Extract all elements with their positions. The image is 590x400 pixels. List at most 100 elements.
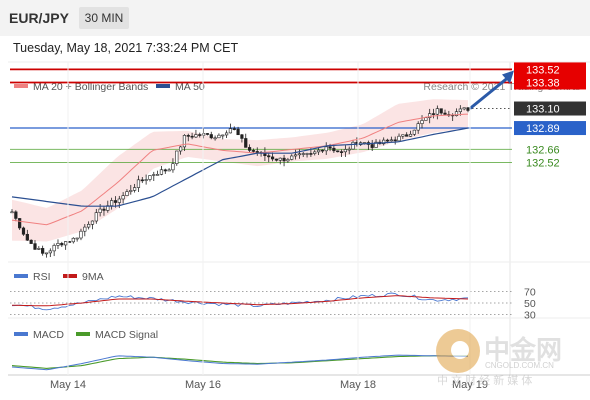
candle-body [270, 156, 275, 160]
candle-body [79, 230, 83, 239]
x-tick-label: May 14 [50, 379, 86, 391]
candle-body [221, 134, 225, 137]
chart-datetime: Tuesday, May 18, 2021 7:33:24 PM CET [13, 41, 239, 55]
candle-body [21, 227, 26, 235]
moving-averages [11, 113, 469, 226]
support-level-label: 132.66 [526, 144, 560, 156]
candle-body [48, 250, 52, 254]
candle-body [240, 134, 244, 139]
candle-body [428, 113, 432, 119]
candle-body [351, 141, 355, 150]
pivot-level-label: 132.89 [526, 123, 560, 135]
candle-body [397, 135, 401, 142]
candle-body [297, 153, 301, 156]
cngold-url: CNGOLD.COM.CN [485, 361, 554, 370]
candle-body [198, 134, 202, 136]
candle-body [293, 154, 298, 157]
candle-body [90, 220, 95, 225]
candle-body [83, 226, 87, 232]
candle-body [175, 150, 179, 164]
candle-body [10, 211, 14, 214]
candle-body [201, 133, 206, 136]
candle-body [244, 138, 248, 148]
candle-body [320, 149, 324, 152]
candle-body [267, 155, 271, 158]
candle-body [424, 117, 428, 121]
candle-body [29, 239, 33, 244]
candle-body [313, 151, 317, 154]
candle-body [339, 151, 344, 153]
candle-body [347, 148, 351, 151]
candle-body [336, 150, 340, 153]
resistance-level-label: 133.38 [526, 77, 560, 89]
candle-body [110, 200, 114, 206]
candle-body [87, 223, 91, 228]
support-level-label: 132.52 [526, 157, 560, 169]
candle-body [140, 179, 144, 182]
candle-body [458, 108, 462, 113]
candle-body [393, 139, 397, 142]
candle-body [102, 208, 106, 211]
candle-body [224, 132, 229, 136]
candle-body [416, 123, 420, 131]
candle-body [186, 135, 190, 137]
x-tick-label: May 16 [185, 379, 221, 391]
cngold-watermark: 中金网 CNGOLD.COM.CN 中 文 财 经 新 媒 体 [436, 329, 562, 387]
candle-body [389, 139, 393, 142]
macd-panel [11, 354, 469, 371]
chart-header: EUR/JPY 30 MIN [0, 0, 590, 36]
candle-body [247, 147, 252, 151]
candle-body [98, 208, 102, 213]
candle-body [305, 153, 309, 155]
candle-body [144, 179, 148, 181]
rsi-ma-legend-label: 9MA [82, 271, 104, 283]
candle-body [278, 157, 282, 161]
projection-arrow-head [502, 70, 514, 84]
candle-body [52, 245, 56, 252]
cngold-tagline: 中 文 财 经 新 媒 体 [437, 373, 532, 387]
projection-arrow [469, 70, 514, 110]
candle-body [113, 200, 118, 203]
candle-body [33, 243, 37, 250]
last-level-label-box [514, 101, 586, 116]
candle-body [156, 174, 160, 176]
candle-body [228, 128, 233, 134]
candle-body [152, 174, 156, 176]
ma50-line [11, 127, 469, 207]
candle-body [67, 241, 72, 243]
candle-body [282, 157, 286, 162]
rsi-ma-line [12, 295, 469, 307]
candle-body [316, 149, 321, 153]
candle-body [443, 112, 447, 115]
rsi-level-label: 30 [524, 309, 536, 321]
candle-body [37, 248, 41, 250]
candle-body [64, 241, 68, 246]
candle-body [136, 179, 141, 188]
candle-body [466, 107, 470, 111]
candle-body [129, 190, 133, 192]
last-level-label: 133.10 [526, 104, 560, 116]
candle-body [148, 175, 152, 180]
candle-body [190, 135, 194, 138]
projection-arrow-shaft [469, 77, 508, 110]
candlesticks [10, 105, 470, 258]
resistance-level-label: 133.52 [526, 64, 560, 76]
candle-body [60, 243, 64, 246]
candle-body [439, 108, 443, 114]
timeframe-button[interactable]: 30 MIN [79, 7, 129, 29]
rsi-legend-swatch [14, 274, 28, 278]
candle-body [182, 135, 187, 148]
x-tick-label: May 18 [340, 379, 376, 391]
ma20-legend-swatch [14, 84, 28, 88]
candle-body [133, 187, 137, 191]
candle-body [159, 169, 164, 175]
candle-body [343, 149, 347, 153]
candle-body [18, 218, 22, 229]
instrument-pair: EUR/JPY [9, 10, 69, 26]
macd-line [11, 354, 469, 371]
candle-body [75, 237, 79, 240]
ma50-legend-label: MA 50 [175, 81, 205, 93]
macd-legend-swatch [14, 332, 28, 336]
candle-body [25, 233, 29, 241]
